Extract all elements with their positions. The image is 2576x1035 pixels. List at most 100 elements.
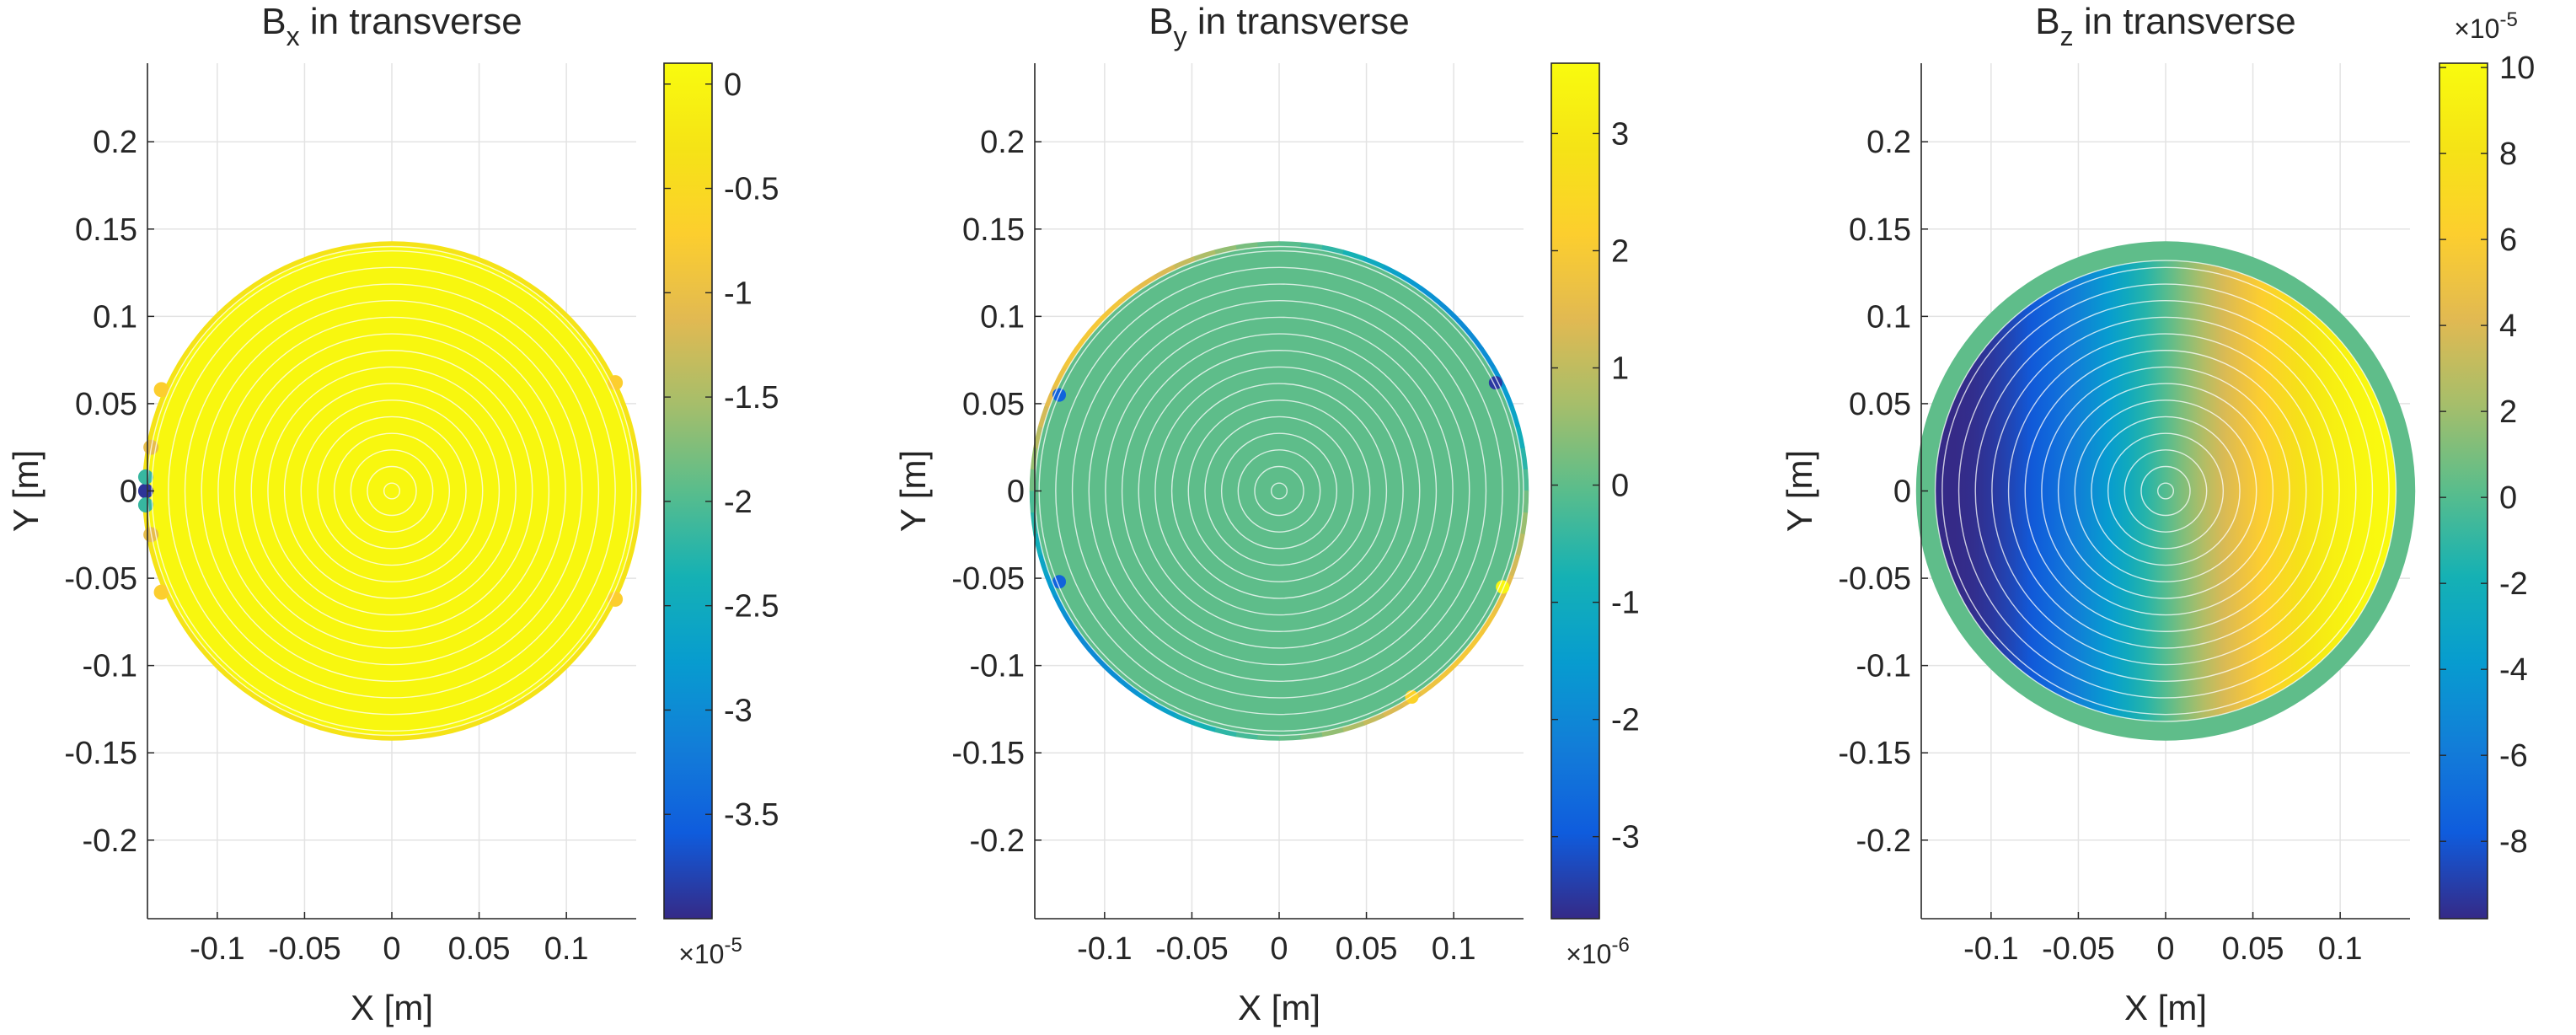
contour-ring	[383, 482, 401, 500]
contour-ring	[2074, 400, 2257, 582]
title-base: B	[261, 1, 286, 42]
chart-title: Bz in transverse	[2035, 1, 2295, 51]
y-tick-label: 0.2	[1866, 125, 1911, 160]
colorbar: 10 8 6 4 2 0 -2 -4 -6 -8 ×10-5	[2439, 8, 2535, 920]
rim-spot	[153, 382, 169, 398]
x-tick-label: 0.05	[1336, 931, 1398, 967]
colorbar-tick-label: 8	[2499, 137, 2517, 172]
panel-bz: -0.1 -0.05 0 0.05 0.1 0.2 0.15 0.1 0.05 0 -0.05 -0.…	[1780, 1, 2535, 1027]
multiplier-base: ×10	[678, 939, 724, 969]
rim-spot	[137, 497, 153, 513]
contour-ring	[1204, 416, 1354, 566]
x-tick-label: -0.1	[1963, 931, 2018, 967]
colorbar-tick-label: 0	[1611, 469, 1629, 504]
colorbar-tick-label: -4	[2499, 652, 2528, 688]
contour-ring	[1105, 316, 1454, 666]
rim-spot	[1496, 580, 1510, 594]
contour-ring	[1121, 333, 1438, 649]
y-axis-label: Y [m]	[1780, 450, 1819, 532]
y-tick-label: 0.2	[93, 125, 137, 160]
contour-ring	[367, 465, 417, 517]
y-tick-label: 0.1	[93, 299, 137, 335]
x-tick-label: 0.1	[2318, 931, 2363, 967]
disk-interior	[147, 246, 636, 736]
y-tick-label: -0.05	[951, 561, 1025, 597]
x-tick-label: 0.1	[1432, 931, 1476, 967]
colorbar: 0 -0.5 -1 -1.5 -2 -2.5 -3 -3.5 ×10-5	[663, 62, 779, 969]
contour-ring	[2057, 383, 2274, 599]
multiplier-base: ×10	[1566, 939, 1611, 969]
colorbar-tick-label: -1	[724, 276, 752, 311]
rim-spot	[608, 375, 624, 391]
contour-ring	[300, 400, 484, 582]
colorbar-tick-label: -0.5	[724, 172, 779, 207]
contour-ring	[2041, 366, 2290, 616]
y-tick-label: -0.2	[970, 823, 1025, 859]
colorbar-tick-label: -6	[2499, 738, 2528, 774]
y-axis-label: Y [m]	[893, 450, 933, 532]
multiplier-exponent: -6	[1611, 934, 1629, 957]
colorbar-gradient	[2439, 62, 2488, 920]
rim-spot	[153, 584, 169, 600]
x-tick-label: 0.05	[2222, 931, 2284, 967]
y-tick-label: 0.05	[75, 387, 137, 422]
colorbar-tick-label: 10	[2499, 51, 2535, 86]
x-tick-label: -0.1	[1077, 931, 1132, 967]
colorbar-tick-label: -1.5	[724, 380, 779, 416]
x-tick-label: 0.05	[448, 931, 511, 967]
contour-ring	[2091, 416, 2241, 566]
contour-ring	[168, 266, 616, 716]
colorbar-tick-label: -2.5	[724, 589, 779, 625]
chart-title: By in transverse	[1149, 1, 1409, 51]
title-subscript: y	[1174, 21, 1187, 51]
colorbar-tick-label: 3	[1611, 116, 1629, 152]
panel-bx: -0.1 -0.05 0 0.05 0.1 0.2 0.15 0.1 0.05 0 -0.05 -0.…	[6, 1, 779, 1027]
contour-ring	[283, 383, 501, 599]
contour-ring	[184, 283, 600, 699]
x-tick-label: 0	[383, 931, 400, 967]
title-rest: in transverse	[2074, 1, 2296, 42]
contour-rings	[1934, 260, 2397, 722]
colorbar-tick-label: -8	[2499, 824, 2528, 860]
y-tick-label: 0	[1007, 475, 1025, 510]
disk-interior	[1035, 246, 1524, 736]
rim-spot	[1405, 689, 1419, 704]
contour-ring	[267, 366, 517, 616]
contour-ring	[250, 350, 533, 632]
y-tick-label: 0.15	[75, 212, 137, 248]
multiplier-exponent: -5	[724, 934, 742, 957]
field-disk	[137, 241, 642, 741]
colorbar-tick-label: 0	[724, 67, 742, 103]
contour-ring	[317, 416, 467, 566]
x-axis-label: X [m]	[351, 988, 433, 1027]
rim-spot	[608, 591, 624, 607]
x-tick-label: -0.05	[1155, 931, 1229, 967]
y-tick-label: 0.15	[1849, 212, 1911, 248]
contour-ring	[1071, 283, 1487, 699]
x-axis-label: X [m]	[2124, 988, 2207, 1027]
panel-by: -0.1 -0.05 0 0.05 0.1 0.2 0.15 0.1 0.05 0 -0.05 -0.…	[893, 1, 1640, 1027]
y-tick-label: 0	[120, 475, 137, 510]
y-tick-label: 0.05	[1849, 387, 1911, 422]
chart-title: Bx in transverse	[261, 1, 522, 51]
y-tick-label: -0.15	[1838, 736, 1911, 771]
field-disk	[1029, 241, 1529, 741]
contour-ring	[1974, 300, 2357, 682]
y-tick-label: 0.2	[980, 125, 1025, 160]
disk-interior	[1935, 260, 2397, 721]
contour-ring	[1187, 400, 1371, 582]
title-base: B	[2035, 1, 2059, 42]
rim-spot	[137, 469, 153, 485]
y-tick-label: -0.2	[83, 823, 137, 859]
contour-ring	[1934, 260, 2397, 722]
title-subscript: z	[2060, 21, 2074, 51]
colorbar-tick-label: -3	[1611, 820, 1640, 855]
colorbar-tick-label: 2	[1611, 233, 1629, 269]
colorbar-tick-label: -3.5	[724, 797, 779, 833]
x-axis-label: X [m]	[1238, 988, 1320, 1027]
colorbar-tick-label: 4	[2499, 308, 2517, 344]
colorbar-tick-label: 6	[2499, 223, 2517, 258]
colorbar-gradient	[663, 62, 713, 920]
contour-ring	[2007, 333, 2324, 649]
